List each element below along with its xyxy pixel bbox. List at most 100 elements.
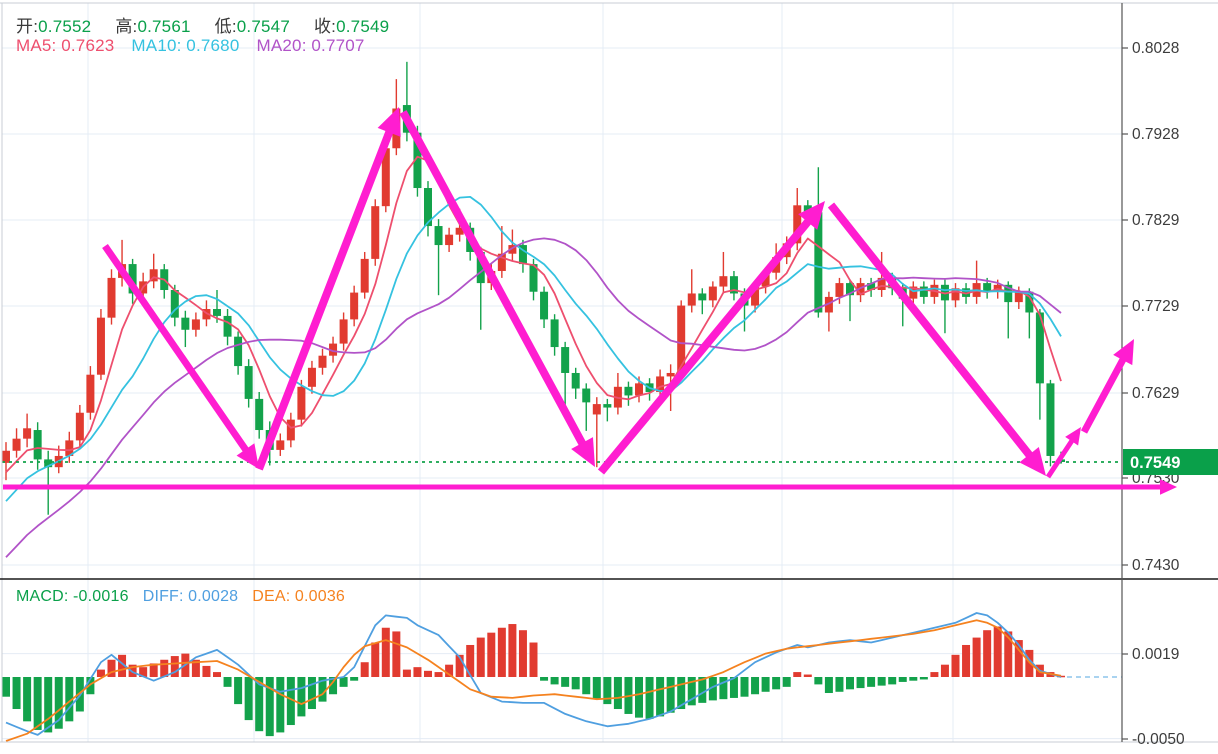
macd-bar — [888, 677, 897, 685]
candle-body — [223, 315, 232, 337]
trend-arrow-shaft — [399, 110, 587, 447]
candle-body — [1035, 312, 1044, 384]
ma5-line — [5, 155, 1062, 473]
macd-label: MACD: — [16, 588, 69, 605]
ma10-readout: MA10: 0.7680 — [131, 36, 239, 56]
candle-body — [635, 383, 643, 396]
candle-body — [96, 317, 105, 375]
macd-bar — [1004, 631, 1013, 677]
trend-arrow-head — [1160, 479, 1177, 495]
ma-header: MA5: 0.7623 MA10: 0.7680 MA20: 0.7707 — [16, 36, 365, 56]
macd-bar — [635, 677, 643, 718]
ma10-label: MA10: — [131, 36, 182, 55]
candle-body — [276, 440, 285, 450]
macd-bar — [951, 654, 960, 677]
macd-bar — [582, 677, 591, 695]
macd-bar — [592, 677, 601, 700]
macd-bar — [782, 677, 791, 687]
macd-bar — [12, 677, 21, 710]
candle-body — [255, 398, 264, 431]
ma5-label: MA5: — [16, 36, 57, 55]
macd-bar — [191, 659, 200, 677]
macd-bar — [371, 642, 380, 677]
candle-body — [751, 286, 760, 306]
tick-label: 0.8028 — [1132, 40, 1179, 57]
low-label: 低: — [214, 17, 237, 36]
macd-bar — [33, 677, 42, 730]
macd-bar — [497, 627, 506, 677]
macd-bar — [255, 677, 264, 732]
macd-bar — [234, 677, 243, 705]
candle-body — [44, 459, 53, 468]
macd-bar — [160, 659, 169, 677]
macd-bar — [529, 642, 538, 677]
macd-bar — [2, 677, 10, 697]
macd-bar — [265, 677, 274, 737]
macd-bar — [286, 677, 295, 726]
tick-label: 0.7629 — [1132, 385, 1179, 402]
candle-body — [687, 293, 696, 306]
trend-arrow-shaft — [827, 202, 1034, 459]
candle-body — [877, 277, 886, 291]
macd-axis: 0.0019 -0.0050 — [1122, 646, 1185, 748]
candle-body — [33, 430, 42, 460]
macd-bar — [877, 677, 886, 686]
macd-bar — [677, 677, 686, 710]
candle-body — [983, 283, 992, 292]
macd-bar — [54, 677, 63, 729]
candle-body — [1025, 291, 1034, 313]
candle-body — [455, 227, 464, 235]
candle-body — [413, 132, 422, 189]
tick-label: -0.0050 — [1132, 731, 1185, 748]
candle-body — [529, 264, 538, 292]
macd-bar — [867, 677, 876, 687]
macd-bar — [434, 672, 443, 677]
trend-arrow-head — [571, 437, 595, 467]
ma10-value: 0.7680 — [186, 36, 240, 55]
high-readout: 高:0.7561 — [115, 12, 190, 37]
candle-body — [550, 319, 559, 348]
candle-body — [149, 269, 158, 282]
candle-body — [339, 319, 348, 344]
macd-bar — [297, 677, 306, 717]
candle-body — [1014, 291, 1023, 303]
candle-body — [65, 440, 74, 456]
candle-body — [592, 404, 601, 415]
candle-body — [434, 226, 443, 246]
macd-bar — [540, 677, 549, 681]
diff-readout: DIFF: 0.0028 — [143, 588, 239, 606]
candle-body — [603, 404, 612, 408]
candle-body — [107, 277, 116, 318]
macd-bar — [603, 677, 612, 705]
macd-bar — [824, 677, 833, 694]
candle-body — [518, 245, 527, 265]
high-value: 0.7561 — [137, 17, 191, 36]
macd-histogram — [2, 624, 1065, 737]
macd-bar — [613, 677, 622, 710]
candle-body — [170, 290, 179, 318]
candle-body — [476, 251, 485, 284]
macd-bar — [666, 677, 675, 713]
macd-bar — [803, 674, 812, 677]
macd-bar — [930, 672, 939, 677]
candle-body — [561, 347, 570, 373]
price-axis: 0.80280.79280.78290.77290.76290.75300.74… — [1122, 40, 1180, 574]
macd-bar — [856, 677, 865, 689]
macd-bar — [65, 677, 74, 722]
dea-line — [5, 619, 1062, 742]
candle-body — [867, 283, 876, 291]
ma20-readout: MA20: 0.7707 — [257, 36, 365, 56]
trend-arrow-head — [1113, 339, 1134, 366]
macd-bar — [107, 659, 116, 677]
trend-arrow-shaft — [255, 129, 394, 471]
macd-bar — [656, 677, 665, 717]
tick-label: 0.0019 — [1132, 646, 1179, 663]
macd-bar — [96, 669, 105, 677]
macd-bar — [455, 654, 464, 677]
macd-bar — [44, 677, 53, 733]
macd-bar — [244, 677, 253, 721]
macd-header: MACD: -0.0016 DIFF: 0.0028 DEA: 0.0036 — [16, 588, 345, 606]
candle-body — [835, 283, 844, 297]
candle-body — [381, 148, 390, 207]
